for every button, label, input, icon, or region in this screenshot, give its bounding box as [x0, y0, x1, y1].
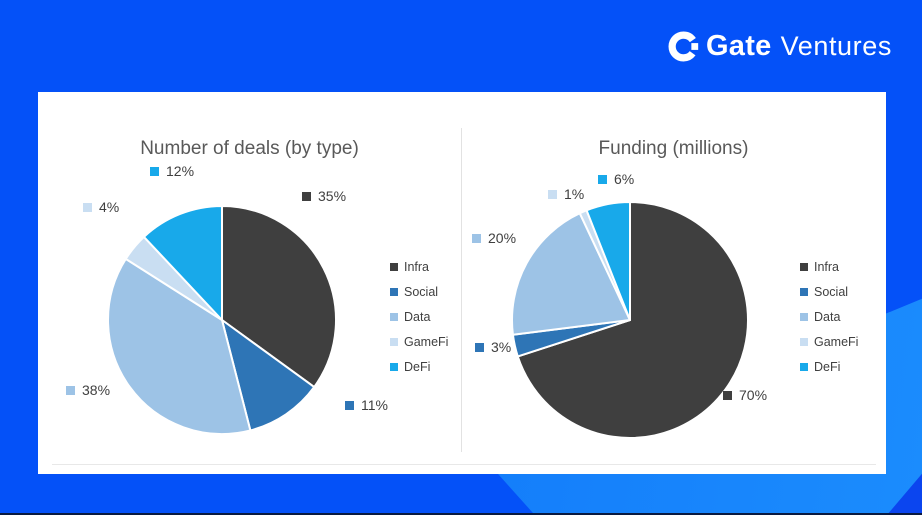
pie-label-gamefi: 4%: [83, 199, 119, 215]
legend-item-defi: DeFi: [800, 360, 858, 374]
label-swatch-social: [475, 342, 484, 352]
legend-item-data: Data: [800, 310, 858, 324]
label-text-gamefi: 1%: [564, 186, 585, 202]
legend-label-defi: DeFi: [814, 360, 841, 374]
label-swatch-gamefi: [548, 189, 557, 199]
legend-item-defi: DeFi: [390, 360, 448, 374]
label-text-social: 3%: [491, 339, 512, 355]
label-text-infra: 35%: [318, 188, 347, 204]
label-swatch-infra: [723, 390, 732, 400]
label-text-defi: 12%: [166, 163, 195, 179]
pie-slice-defi: [585, 201, 631, 321]
label-text-infra: 70%: [739, 387, 768, 403]
brand-name-bold: Gate: [705, 30, 772, 62]
pie-label-defi: 12%: [150, 163, 194, 179]
label-swatch-data: [472, 233, 481, 243]
pie-slice-defi: [142, 205, 223, 321]
pie-label-social: 3%: [475, 339, 511, 355]
card-bottom-hairline: [52, 464, 876, 465]
pie-label-infra: 70%: [723, 387, 767, 403]
pie-slice-infra: [516, 201, 749, 439]
pie-slice-social: [221, 319, 316, 432]
legend-item-gamefi: GameFi: [800, 335, 858, 349]
label-text-data: 38%: [82, 382, 111, 398]
legend-swatch-gamefi: [390, 338, 398, 346]
legend-swatch-data: [800, 313, 808, 321]
label-text-data: 20%: [488, 230, 517, 246]
legend-label-social: Social: [404, 285, 439, 299]
legend-label-infra: Infra: [814, 260, 840, 274]
legend-funding: Infra Social Data GameFi DeFi: [800, 260, 858, 374]
legend-swatch-gamefi: [800, 338, 808, 346]
legend-item-infra: Infra: [390, 260, 448, 274]
chart-title-deals: Number of deals (by type): [140, 138, 359, 159]
brand-logo: Gate Ventures: [668, 30, 892, 63]
pie-label-defi: 6%: [598, 171, 634, 187]
pie-label-data: 20%: [472, 230, 516, 246]
pie-slice-infra: [221, 205, 337, 389]
label-swatch-social: [345, 400, 354, 410]
gate-logo-icon: [668, 31, 699, 62]
legend-item-social: Social: [390, 285, 448, 299]
legend-deals: Infra Social Data GameFi DeFi: [390, 260, 448, 374]
legend-swatch-infra: [390, 263, 398, 271]
legend-label-data: Data: [404, 310, 431, 324]
legend-item-data: Data: [390, 310, 448, 324]
label-swatch-data: [66, 385, 75, 395]
legend-label-gamefi: GameFi: [404, 335, 449, 349]
pie-label-gamefi: 1%: [548, 186, 584, 202]
label-text-social: 11%: [361, 397, 388, 413]
legend-label-infra: Infra: [404, 260, 430, 274]
legend-swatch-social: [800, 288, 808, 296]
label-swatch-infra: [302, 191, 311, 201]
legend-swatch-defi: [390, 363, 398, 371]
label-swatch-gamefi: [83, 202, 92, 212]
brand-name-light: Ventures: [780, 31, 892, 61]
chart-panel-deals: Number of deals (by type) 35% 11% 38% 4%…: [38, 92, 461, 474]
pie-label-infra: 35%: [302, 188, 346, 204]
legend-label-defi: DeFi: [404, 360, 431, 374]
label-text-defi: 6%: [614, 171, 635, 187]
legend-swatch-infra: [800, 263, 808, 271]
legend-swatch-data: [390, 313, 398, 321]
legend-label-gamefi: GameFi: [814, 335, 859, 349]
pie-chart-funding: [511, 201, 749, 439]
chart-panel-funding: Funding (millions) 70% 3% 20% 1% 6%: [461, 92, 886, 474]
chart-title-funding: Funding (millions): [598, 138, 749, 159]
label-text-gamefi: 4%: [99, 199, 120, 215]
pie-label-data: 38%: [66, 382, 110, 398]
chart-divider-line: [461, 128, 462, 452]
pie-label-social: 11%: [345, 397, 388, 413]
legend-item-infra: Infra: [800, 260, 858, 274]
charts-card: Number of deals (by type) 35% 11% 38% 4%…: [38, 92, 886, 474]
label-swatch-defi: [598, 174, 607, 184]
label-swatch-defi: [150, 166, 159, 176]
pie-chart-deals: [107, 205, 337, 435]
pie-slice-data: [511, 212, 631, 336]
legend-item-gamefi: GameFi: [390, 335, 448, 349]
legend-label-data: Data: [814, 310, 841, 324]
legend-swatch-defi: [800, 363, 808, 371]
pie-slice-data: [107, 257, 252, 435]
legend-label-social: Social: [814, 285, 849, 299]
legend-item-social: Social: [800, 285, 858, 299]
background-bottom-edge: [0, 513, 922, 515]
legend-swatch-social: [390, 288, 398, 296]
